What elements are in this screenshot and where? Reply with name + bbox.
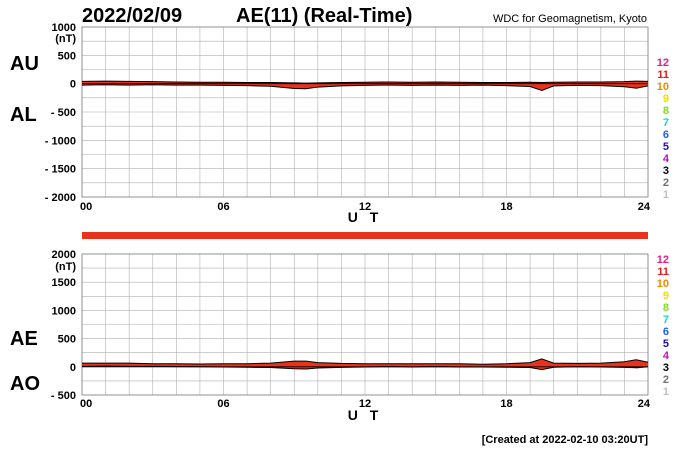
y-tick-label: - 500	[51, 107, 76, 119]
station-count-8: 8	[663, 105, 669, 117]
panel-label-ae: AE	[10, 328, 38, 350]
data-coverage-bar	[82, 232, 648, 239]
station-count-11: 11	[657, 266, 669, 278]
station-count-5: 5	[663, 338, 669, 350]
station-count-2: 2	[663, 374, 669, 386]
x-tick-label: 24	[638, 398, 651, 410]
chart-title: AE(11) (Real-Time)	[236, 5, 412, 27]
x-tick-label: 06	[217, 398, 229, 410]
station-count-7: 7	[663, 117, 669, 129]
y-unit-label: (nT)	[55, 33, 76, 45]
station-count-1: 1	[663, 189, 669, 201]
panel-label-al: AL	[10, 104, 37, 126]
station-count-8: 8	[663, 302, 669, 314]
x-tick-label: 18	[500, 398, 512, 410]
y-tick-label: 1500	[52, 277, 76, 289]
station-count-11: 11	[657, 69, 669, 81]
station-count-3: 3	[663, 165, 669, 177]
y-tick-label: - 1000	[45, 135, 76, 147]
station-count-10: 10	[657, 278, 669, 290]
y-tick-label: - 1500	[45, 164, 76, 176]
station-count-9: 9	[663, 93, 669, 105]
x-tick-label: 12	[359, 398, 371, 410]
panel-label-ao: AO	[10, 373, 40, 395]
station-count-4: 4	[663, 153, 670, 165]
ae-ao-panel: 2000 1500 1000 500 0 - 500 (nT) 00 06 12 18 24 U T AE…	[10, 249, 651, 423]
y-tick-label: 500	[58, 334, 76, 346]
y-tick-label: 2000	[52, 249, 76, 261]
station-count-1: 1	[663, 386, 669, 398]
station-count-10: 10	[657, 81, 669, 93]
plot-frame	[81, 253, 649, 396]
y-unit-label: (nT)	[55, 261, 76, 273]
x-tick-label: 06	[217, 201, 229, 213]
x-tick-label: 00	[80, 201, 92, 213]
series-line-ae	[82, 358, 649, 365]
panel-label-au: AU	[10, 53, 39, 75]
x-tick-label: 00	[80, 398, 92, 410]
x-tick-label: 24	[638, 201, 651, 213]
station-count-6: 6	[663, 326, 669, 338]
station-count-4: 4	[663, 350, 670, 362]
y-tick-label: 0	[70, 79, 76, 91]
x-axis-label: U T	[348, 209, 383, 225]
station-count-12: 12	[657, 254, 669, 266]
plot-frame	[81, 26, 649, 198]
station-count-12: 12	[657, 57, 669, 69]
x-tick-label: 18	[500, 201, 512, 213]
y-tick-label: 0	[70, 362, 76, 374]
x-tick-label: 12	[359, 201, 371, 213]
au-al-panel: 1000 500 0 - 500 - 1000 - 1500 - 2000 (nT) 00 06 1…	[10, 22, 651, 225]
station-count-6: 6	[663, 129, 669, 141]
y-tick-label: - 2000	[45, 192, 76, 204]
data-source: WDC for Geomagnetism, Kyoto	[493, 13, 647, 25]
station-count-5: 5	[663, 141, 669, 153]
station-count-2: 2	[663, 177, 669, 189]
created-timestamp: [Created at 2022-02-10 03:20UT]	[482, 434, 649, 446]
station-count-9: 9	[663, 290, 669, 302]
x-axis-label: U T	[348, 407, 383, 423]
y-tick-label: - 500	[51, 390, 76, 402]
y-tick-label: 1000	[52, 305, 76, 317]
series-line-au	[81, 80, 649, 84]
chart-date: 2022/02/09	[82, 5, 182, 27]
y-tick-label: 1000	[52, 22, 76, 34]
station-count-3: 3	[663, 362, 669, 374]
y-tick-label: 500	[58, 50, 76, 62]
series-line-al	[81, 84, 649, 91]
station-count-7: 7	[663, 314, 669, 326]
